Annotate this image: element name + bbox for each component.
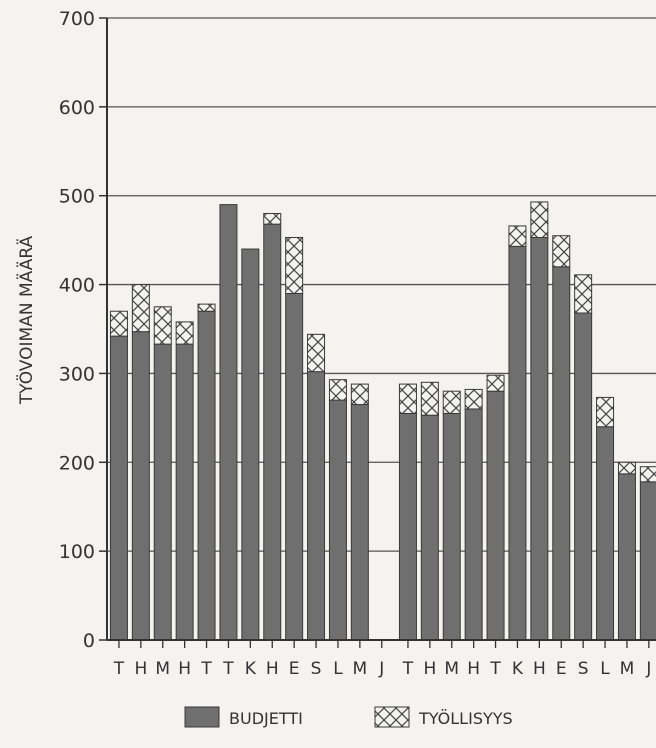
x-category-label: T — [113, 659, 125, 679]
bar-tyollisyys — [464, 388, 483, 410]
bar-budjetti — [639, 481, 656, 641]
bar-tyollisyys — [109, 310, 128, 337]
x-category-label: T — [222, 659, 234, 679]
bar-budjetti — [442, 412, 461, 641]
bar-budjetti — [350, 404, 369, 641]
x-category-label: M — [155, 659, 170, 679]
bar-tyollisyys — [153, 306, 172, 345]
bar-budjetti — [175, 343, 194, 641]
bar-tyollisyys — [263, 212, 282, 225]
x-category-label: K — [245, 659, 257, 679]
x-category-label: L — [333, 659, 343, 679]
x-category-label: J — [645, 659, 651, 679]
x-category-label: H — [134, 659, 147, 679]
axes — [99, 17, 656, 648]
bar-budjetti — [617, 473, 636, 641]
y-tick-label: 700 — [59, 8, 95, 30]
bar-tyollisyys — [307, 333, 326, 373]
x-category-label: H — [467, 659, 480, 679]
x-category-label: T — [489, 659, 501, 679]
legend-swatch-tyollisyys — [374, 706, 410, 728]
x-category-label: H — [178, 659, 191, 679]
bar-tyollisyys — [131, 284, 150, 333]
y-tick-label: 400 — [59, 275, 95, 297]
legend-swatch-budjetti — [184, 706, 220, 728]
x-category-label: H — [423, 659, 436, 679]
bar-budjetti — [530, 236, 549, 641]
bar-tyollisyys — [530, 201, 549, 238]
bar-tyollisyys — [442, 390, 461, 414]
bar-tyollisyys — [328, 379, 347, 401]
bar-budjetti — [307, 371, 326, 641]
x-category-label: T — [200, 659, 212, 679]
bar-budjetti — [508, 245, 527, 641]
bar-budjetti — [219, 204, 238, 641]
bar-budjetti — [398, 412, 417, 641]
legend: BUDJETTI TYÖLLISYYS — [184, 706, 513, 728]
bars — [109, 201, 656, 641]
bar-tyollisyys — [617, 461, 636, 475]
bar-tyollisyys — [552, 235, 571, 268]
bar-budjetti — [420, 414, 439, 641]
y-tick-labels: 0 100 200 300 400 500 600 700 — [59, 8, 95, 652]
bar-budjetti — [285, 292, 304, 641]
bar-budjetti — [464, 408, 483, 641]
x-category-label: E — [289, 659, 300, 679]
legend-label: TYÖLLISYYS — [418, 709, 513, 728]
x-category-label: E — [556, 659, 567, 679]
x-category-label: T — [402, 659, 414, 679]
bar-tyollisyys — [574, 274, 593, 314]
bar-budjetti — [197, 310, 216, 641]
x-category-label: K — [512, 659, 524, 679]
y-axis-label: TYÖVOIMAN MÄÄRÄ — [15, 236, 37, 406]
x-category-label: M — [444, 659, 459, 679]
bar-budjetti — [153, 343, 172, 641]
x-category-label: M — [620, 659, 635, 679]
bar-budjetti — [109, 335, 128, 641]
bar-budjetti — [552, 266, 571, 641]
bar-tyollisyys — [398, 383, 417, 414]
x-category-label: H — [266, 659, 279, 679]
bar-tyollisyys — [508, 225, 527, 247]
bar-budjetti — [263, 223, 282, 641]
x-category-label: J — [378, 659, 384, 679]
bar-tyollisyys — [596, 396, 615, 428]
x-category-label: S — [578, 659, 589, 679]
x-category-label: L — [600, 659, 610, 679]
y-tick-label: 300 — [59, 363, 95, 385]
bar-budjetti — [131, 331, 150, 641]
bar-budjetti — [596, 426, 615, 641]
y-tick-label: 500 — [59, 186, 95, 208]
x-category-label: S — [311, 659, 322, 679]
bar-tyollisyys — [639, 466, 656, 483]
x-category-label: H — [533, 659, 546, 679]
bar-tyollisyys — [197, 303, 216, 312]
bar-budjetti — [241, 248, 260, 641]
y-tick-label: 200 — [59, 452, 95, 474]
bar-tyollisyys — [486, 374, 505, 392]
y-tick-label: 0 — [83, 630, 95, 652]
x-category-label: M — [353, 659, 368, 679]
y-tick-label: 600 — [59, 97, 95, 119]
legend-label: BUDJETTI — [229, 709, 303, 728]
bar-tyollisyys — [285, 236, 304, 294]
y-tick-label: 100 — [59, 541, 95, 563]
bar-budjetti — [486, 390, 505, 641]
bar-budjetti — [574, 312, 593, 641]
bar-budjetti — [328, 399, 347, 641]
bar-tyollisyys — [420, 381, 439, 416]
bar-tyollisyys — [175, 321, 194, 345]
bar-tyollisyys — [350, 383, 369, 406]
